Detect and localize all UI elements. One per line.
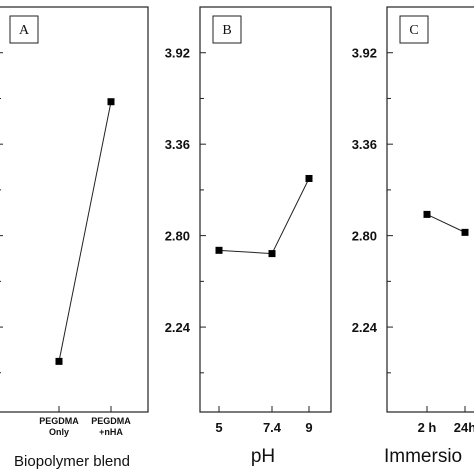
plot-frame — [386, 6, 474, 413]
series-line — [426, 213, 466, 233]
panel-tag-box — [399, 15, 429, 44]
panel-tag-label: C — [409, 23, 418, 38]
y-tick-label: 2.24 — [165, 320, 191, 335]
x-category-label: PEGDMA — [39, 416, 79, 426]
data-point — [107, 98, 115, 106]
data-point — [305, 174, 313, 182]
x-axis-title: Immersio — [384, 446, 462, 467]
x-category-label: 9 — [305, 420, 312, 435]
y-tick-label: 2.80 — [352, 229, 377, 244]
data-point — [461, 228, 469, 236]
y-tick-label: 2.24 — [352, 320, 378, 335]
series-line — [58, 101, 112, 362]
x-category-label: Only — [49, 427, 69, 437]
series-line — [218, 178, 310, 255]
x-axis-title: pH — [251, 446, 275, 467]
x-category-label: +nHA — [99, 427, 123, 437]
x-category-label: 24h — [454, 420, 474, 435]
panel-tag-box — [9, 15, 39, 44]
panel-b: 2.24 2.80 3.36 3.92 5 7.4 9 BpH — [165, 6, 332, 467]
y-tick-label: 2.80 — [165, 229, 190, 244]
panel-c: 2.24 2.80 3.36 3.92 2 h 24h C Immersio — [352, 6, 474, 467]
y-tick-label: 3.92 — [352, 46, 377, 61]
x-axis-title: Biopolymer blend — [14, 453, 130, 470]
panel-tag-label: B — [222, 23, 231, 38]
x-category-label: 7.4 — [263, 420, 282, 435]
x-category-label: 2 h — [418, 420, 437, 435]
data-point — [215, 246, 223, 254]
y-tick-label: 3.92 — [165, 46, 190, 61]
plot-frame — [199, 6, 332, 413]
y-tick-label: 3.36 — [352, 137, 377, 152]
panel-tag-box — [212, 15, 242, 44]
data-point — [55, 357, 63, 365]
x-category-label: PEGDMA — [91, 416, 131, 426]
y-tick-label: 3.36 — [165, 137, 190, 152]
data-point — [268, 250, 276, 258]
plot-frame — [0, 6, 149, 413]
x-category-label: 5 — [215, 420, 222, 435]
data-point — [423, 210, 431, 218]
panel-tag-label: A — [19, 23, 30, 38]
